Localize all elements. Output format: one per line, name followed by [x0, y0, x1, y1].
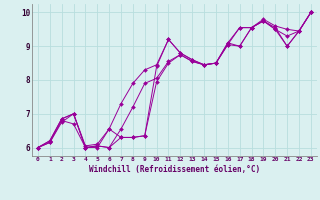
X-axis label: Windchill (Refroidissement éolien,°C): Windchill (Refroidissement éolien,°C)	[89, 165, 260, 174]
